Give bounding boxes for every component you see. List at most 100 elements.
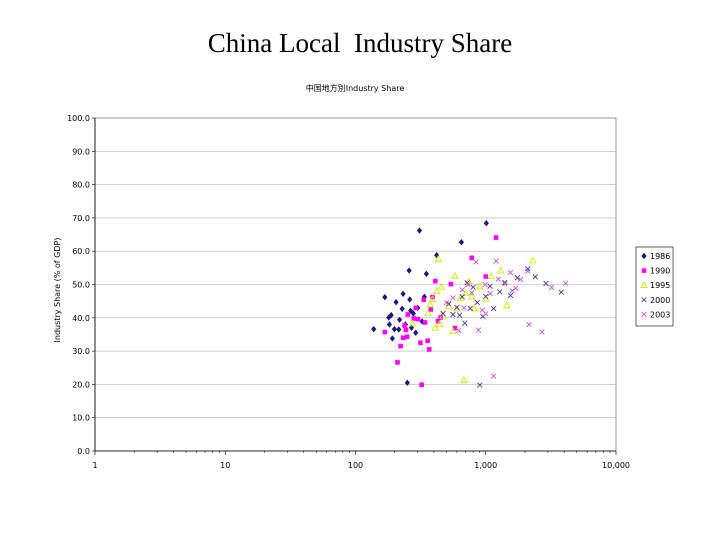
data-point: [476, 282, 484, 290]
chart-title: 中国地方別Industry Share: [306, 83, 405, 93]
data-point: [514, 275, 521, 281]
data-point: [382, 329, 388, 335]
y-tick-label: 60.0: [72, 247, 90, 256]
data-point: [517, 276, 524, 283]
data-point: [386, 314, 392, 321]
data-point: [539, 329, 545, 335]
legend-label: 2000: [650, 296, 670, 305]
data-point: [415, 316, 421, 322]
data-point: [419, 382, 424, 388]
y-axis-title: Industry Share (% of GDP): [53, 238, 62, 343]
data-point: [396, 326, 402, 333]
data-point: [502, 279, 508, 286]
x-tick-label: 10: [220, 461, 230, 470]
data-point: [513, 285, 519, 291]
data-point: [483, 311, 489, 317]
data-point: [403, 327, 409, 333]
data-point: [525, 266, 531, 272]
y-tick-label: 100.0: [67, 114, 90, 123]
data-point: [408, 319, 417, 327]
data-point: [400, 335, 406, 341]
y-tick-label: 70.0: [72, 214, 90, 223]
legend-marker: [641, 297, 647, 303]
data-point: [469, 255, 474, 261]
data-point: [558, 289, 564, 295]
data-point: [393, 298, 399, 306]
data-point: [421, 297, 427, 303]
series-2003: [443, 258, 569, 379]
data-point: [402, 323, 407, 328]
data-point: [407, 296, 413, 303]
data-point: [487, 290, 493, 297]
data-point: [435, 320, 444, 327]
x-tick-label: 1: [92, 461, 97, 470]
data-point: [495, 276, 502, 282]
data-point: [434, 254, 443, 262]
series-1990: [382, 235, 499, 388]
data-point: [431, 323, 440, 331]
data-point: [464, 280, 470, 286]
data-point: [470, 304, 479, 312]
legend: 1986 1990 1995 2000 2003: [635, 246, 674, 327]
x-tick-label: 10,000: [602, 461, 630, 470]
data-point: [462, 320, 468, 326]
y-tick-label: 30.0: [72, 347, 90, 356]
data-point: [460, 376, 468, 383]
legend-marker: [641, 268, 647, 273]
data-point: [496, 266, 505, 274]
legend-marker: [641, 252, 647, 260]
data-point: [461, 289, 470, 297]
data-point: [404, 334, 410, 340]
data-point: [386, 321, 392, 328]
data-point: [490, 305, 497, 312]
data-point: [418, 340, 423, 346]
data-point: [459, 294, 465, 300]
data-point: [416, 227, 423, 234]
data-point: [474, 299, 480, 306]
data-point: [449, 327, 457, 334]
data-point: [389, 335, 395, 342]
legend-label: 2003: [650, 310, 670, 319]
y-tick-label: 0.0: [77, 447, 90, 456]
data-point: [388, 311, 394, 319]
x-tick-label: 1,000: [474, 461, 497, 470]
data-point: [470, 284, 476, 290]
data-point: [529, 256, 537, 264]
data-point: [496, 289, 503, 295]
data-point: [408, 307, 414, 315]
data-point: [450, 311, 456, 318]
data-point: [391, 325, 398, 333]
data-point: [430, 294, 435, 300]
data-point: [400, 290, 406, 298]
legend-marker: [640, 281, 648, 289]
data-point: [454, 304, 460, 311]
legend-label: 1986: [650, 252, 670, 261]
y-tick-label: 50.0: [72, 281, 90, 290]
data-point: [548, 284, 555, 291]
data-point: [432, 287, 441, 295]
data-point: [371, 325, 377, 333]
data-point: [487, 272, 495, 280]
data-point: [473, 259, 479, 265]
legend-label: 1995: [650, 281, 670, 290]
data-point: [461, 305, 467, 311]
data-point: [453, 304, 461, 312]
data-point: [382, 293, 388, 301]
data-point: [483, 220, 489, 227]
x-tick-label: 100: [348, 461, 363, 470]
data-point: [425, 338, 430, 344]
y-tick-label: 80.0: [72, 181, 90, 190]
y-tick-label: 40.0: [72, 314, 90, 323]
slide-title: China Local Industry Share: [207, 28, 513, 58]
data-point: [428, 307, 434, 312]
data-point: [483, 274, 489, 279]
data-point: [487, 283, 493, 289]
data-point: [493, 258, 499, 264]
series-2000: [440, 266, 564, 388]
data-point: [503, 301, 511, 309]
data-point: [507, 292, 514, 299]
data-point: [532, 274, 538, 280]
data-point: [502, 281, 508, 287]
